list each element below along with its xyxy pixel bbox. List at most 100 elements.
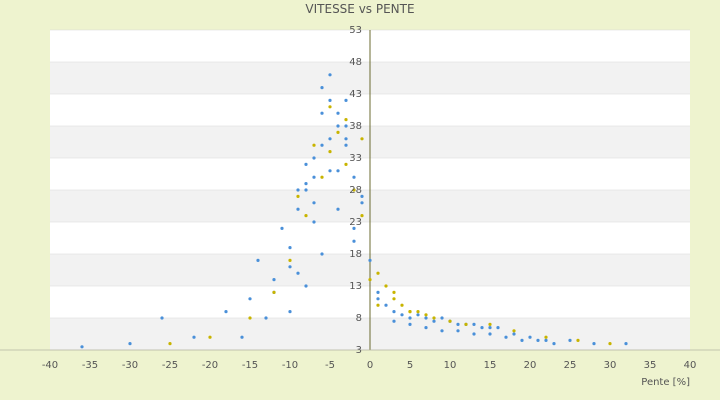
data-point: [624, 342, 628, 346]
data-point: [360, 201, 364, 205]
data-point: [544, 338, 548, 342]
data-point: [496, 326, 500, 330]
data-point: [392, 297, 396, 301]
x-tick-label: 20: [524, 360, 537, 371]
data-point: [472, 332, 476, 336]
x-tick-labels: -40 -35 -30 -25 -20 -15 -10 -5 0 5 10 15 20 25 30 35 40: [42, 360, 697, 371]
data-point: [344, 124, 348, 128]
data-point: [336, 130, 340, 134]
data-point: [312, 156, 316, 160]
data-point: [472, 322, 476, 326]
data-point: [512, 332, 516, 336]
data-point: [528, 335, 532, 339]
data-point: [392, 310, 396, 314]
data-point: [352, 239, 356, 243]
data-point: [384, 303, 388, 307]
x-tick-label: 10: [444, 360, 457, 371]
data-point: [328, 169, 332, 173]
data-point: [288, 246, 292, 250]
data-point: [352, 175, 356, 179]
y-tick-label: 38: [349, 121, 362, 132]
x-tick-label: -15: [242, 360, 258, 371]
y-tick-label: 13: [349, 281, 362, 292]
data-point: [408, 322, 412, 326]
data-point: [296, 188, 300, 192]
data-point: [208, 335, 212, 339]
data-point: [384, 284, 388, 288]
data-points: [80, 73, 628, 349]
data-point: [432, 319, 436, 323]
data-point: [576, 338, 580, 342]
x-tick-label: -30: [122, 360, 138, 371]
data-point: [504, 335, 508, 339]
data-point: [360, 214, 364, 218]
data-point: [376, 271, 380, 275]
data-point: [328, 105, 332, 109]
x-tick-label: -20: [202, 360, 218, 371]
data-point: [440, 329, 444, 333]
data-point: [320, 175, 324, 179]
data-point: [488, 332, 492, 336]
x-tick-label: 35: [644, 360, 657, 371]
data-point: [272, 278, 276, 282]
data-point: [408, 316, 412, 320]
data-point: [352, 188, 356, 192]
data-point: [440, 316, 444, 320]
data-point: [400, 313, 404, 317]
data-point: [272, 290, 276, 294]
data-point: [296, 207, 300, 211]
data-point: [480, 326, 484, 330]
y-tick-label: 28: [349, 185, 362, 196]
data-point: [248, 297, 252, 301]
x-tick-label: -5: [325, 360, 335, 371]
data-point: [344, 162, 348, 166]
data-point: [376, 303, 380, 307]
data-point: [336, 169, 340, 173]
data-point: [264, 316, 268, 320]
data-point: [360, 137, 364, 141]
data-point: [280, 226, 284, 230]
data-point: [432, 316, 436, 320]
data-point: [568, 338, 572, 342]
x-tick-label: 15: [484, 360, 497, 371]
y-tick-label: 53: [349, 25, 362, 36]
data-point: [160, 316, 164, 320]
y-tick-label: 43: [349, 89, 362, 100]
y-tick-label: 3: [356, 345, 362, 356]
data-point: [448, 319, 452, 323]
x-tick-label: 40: [684, 360, 697, 371]
data-point: [464, 322, 468, 326]
data-point: [320, 143, 324, 147]
x-tick-label: -25: [162, 360, 178, 371]
data-point: [424, 316, 428, 320]
data-point: [296, 194, 300, 198]
data-point: [80, 345, 84, 349]
x-tick-label: -35: [82, 360, 98, 371]
data-point: [128, 342, 132, 346]
data-point: [456, 322, 460, 326]
data-point: [312, 220, 316, 224]
data-point: [304, 214, 308, 218]
y-tick-label: 33: [349, 153, 362, 164]
data-point: [416, 310, 420, 314]
data-point: [304, 284, 308, 288]
data-point: [328, 73, 332, 77]
data-point: [424, 313, 428, 317]
data-point: [400, 303, 404, 307]
data-point: [328, 98, 332, 102]
data-point: [344, 143, 348, 147]
data-point: [312, 201, 316, 205]
data-point: [168, 342, 172, 346]
x-tick-label: 30: [604, 360, 617, 371]
data-point: [416, 313, 420, 317]
data-point: [592, 342, 596, 346]
data-point: [368, 278, 372, 282]
data-point: [360, 194, 364, 198]
data-point: [288, 310, 292, 314]
x-tick-label: 5: [407, 360, 413, 371]
x-tick-label: 0: [367, 360, 373, 371]
y-tick-label: 18: [349, 249, 362, 260]
data-point: [488, 322, 492, 326]
data-point: [312, 143, 316, 147]
